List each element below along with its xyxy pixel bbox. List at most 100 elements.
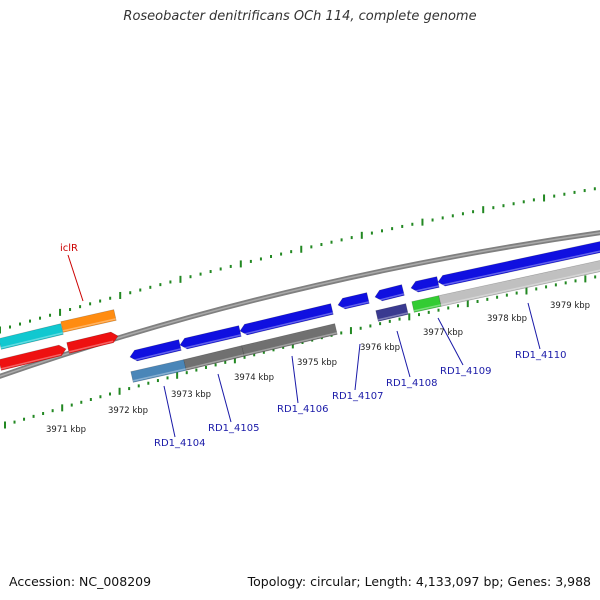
- minor-tick: [13, 420, 16, 424]
- minor-tick: [502, 204, 505, 208]
- gene-blue-6-highlight: [411, 285, 440, 293]
- gene-RD1_4105: [183, 345, 245, 371]
- gene-features: [0, 241, 600, 383]
- minor-tick: [204, 365, 207, 369]
- scale-label-3972: 3972 kbp: [108, 406, 148, 416]
- scale-label-3973: 3973 kbp: [171, 390, 211, 400]
- minor-tick: [522, 200, 525, 204]
- inner-tick-row: [4, 275, 597, 429]
- minor-tick: [243, 355, 246, 359]
- minor-tick: [80, 400, 83, 404]
- minor-tick: [109, 296, 112, 300]
- gene-RD1_4110: [438, 260, 600, 307]
- minor-tick: [99, 299, 102, 303]
- gene-iclR-highlight: [62, 318, 117, 332]
- minor-tick: [166, 376, 169, 380]
- minor-tick: [137, 384, 140, 388]
- gene-RD1_4104-highlight: [132, 368, 187, 382]
- minor-tick: [290, 250, 293, 254]
- minor-tick: [486, 297, 489, 301]
- gene-blue-3-highlight: [240, 312, 334, 336]
- major-tick: [179, 275, 182, 283]
- gene-label-RD1_4109[interactable]: RD1_4109: [440, 366, 491, 377]
- gene-blue-2-highlight: [180, 334, 242, 350]
- gene-label-RD1_4104[interactable]: RD1_4104: [154, 438, 205, 449]
- minor-tick: [381, 229, 384, 233]
- gene-RD1_4110-highlight: [440, 269, 600, 306]
- major-tick: [525, 287, 528, 295]
- major-tick: [300, 245, 303, 253]
- gene-label-RD1_4107[interactable]: RD1_4107: [332, 391, 383, 402]
- minor-tick: [574, 279, 577, 283]
- leader-RD1_4105: [217, 373, 232, 423]
- minor-tick: [209, 270, 212, 274]
- minor-tick: [249, 259, 252, 263]
- major-tick: [360, 231, 363, 239]
- minor-tick: [583, 189, 586, 193]
- minor-tick: [128, 387, 131, 391]
- minor-tick: [340, 331, 343, 335]
- minor-tick: [563, 192, 566, 196]
- major-tick: [239, 260, 242, 268]
- gene-label-RD1_4106[interactable]: RD1_4106: [277, 404, 328, 415]
- gene-RD1_4108-highlight: [377, 312, 409, 321]
- minor-tick: [476, 299, 479, 303]
- major-tick: [233, 356, 236, 364]
- minor-tick: [156, 379, 159, 383]
- scale-label-3979: 3979 kbp: [550, 301, 590, 311]
- gene-RD1_4108: [375, 303, 409, 322]
- gene-cyan: [0, 323, 64, 350]
- minor-tick: [259, 257, 262, 261]
- leader-RD1_4110: [527, 302, 541, 350]
- gene-label-RD1_4105[interactable]: RD1_4105: [208, 423, 259, 434]
- minor-tick: [401, 224, 404, 228]
- gene-label-iclR[interactable]: iclR: [60, 243, 78, 254]
- topology-summary: Topology: circular; Length: 4,133,097 bp…: [247, 574, 591, 589]
- scale-label-3978: 3978 kbp: [487, 314, 527, 324]
- outer-tick-row: [0, 187, 596, 334]
- minor-tick: [437, 308, 440, 312]
- minor-tick: [593, 187, 596, 191]
- major-tick: [61, 404, 64, 412]
- minor-tick: [573, 190, 576, 194]
- minor-tick: [553, 194, 556, 198]
- minor-tick: [505, 293, 508, 297]
- major-tick: [408, 313, 411, 321]
- gene-blue-4: [337, 292, 370, 310]
- minor-tick: [320, 243, 323, 247]
- minor-tick: [149, 285, 152, 289]
- minor-tick: [39, 316, 42, 320]
- gene-red-2-highlight: [68, 340, 114, 353]
- gene-RD1_4106-highlight: [243, 332, 338, 356]
- major-tick: [466, 300, 469, 308]
- accession-text: Accession: NC_008209: [9, 574, 152, 589]
- minor-tick: [472, 210, 475, 214]
- gene-label-RD1_4110[interactable]: RD1_4110: [515, 350, 566, 361]
- minor-tick: [330, 240, 333, 244]
- minor-tick: [185, 371, 188, 375]
- minor-tick: [89, 398, 92, 402]
- minor-tick: [195, 368, 198, 372]
- major-tick: [118, 387, 121, 395]
- scale-ticks: [0, 187, 597, 429]
- minor-tick: [169, 280, 172, 284]
- minor-tick: [189, 275, 192, 279]
- gene-iclR: [60, 309, 117, 333]
- gene-blue-1-highlight: [130, 348, 182, 362]
- minor-tick: [554, 283, 557, 287]
- minor-tick: [496, 295, 499, 299]
- leader-RD1_4106: [291, 355, 299, 404]
- minor-tick: [379, 322, 382, 326]
- major-tick: [543, 194, 546, 202]
- minor-tick: [282, 345, 285, 349]
- minor-tick: [370, 231, 373, 235]
- gene-label-RD1_4108[interactable]: RD1_4108: [386, 378, 437, 389]
- major-tick: [349, 327, 352, 335]
- minor-tick: [42, 412, 45, 416]
- label-leader-lines: [67, 254, 541, 438]
- minor-tick: [219, 267, 222, 271]
- gene-blue-7: [437, 241, 600, 287]
- minor-tick: [532, 198, 535, 202]
- leader-RD1_4109: [437, 317, 464, 366]
- minor-tick: [199, 272, 202, 276]
